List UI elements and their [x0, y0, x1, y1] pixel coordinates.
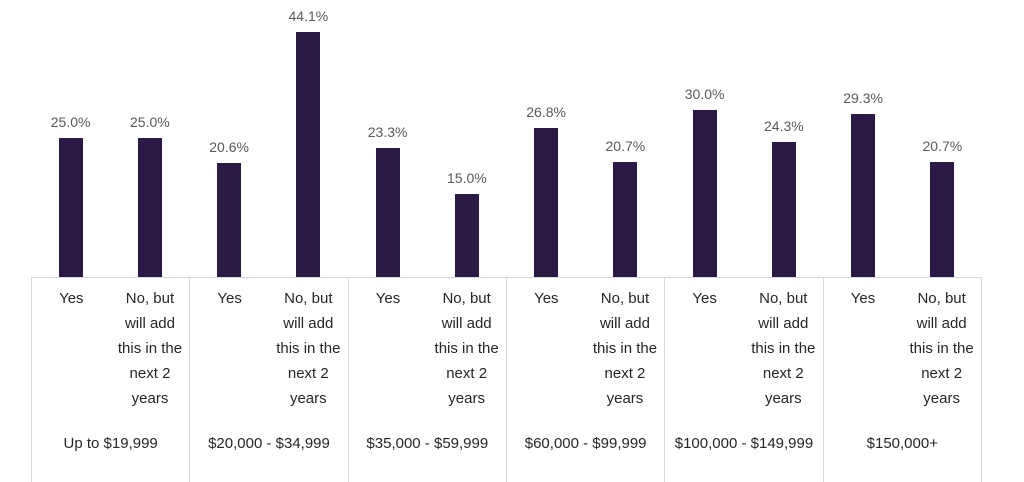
bar-slot: 44.1%	[269, 8, 348, 277]
bar-value-label: 23.3%	[367, 123, 408, 140]
axis-sublabel-row: Yes No, but will add this in the next 2 y…	[32, 286, 189, 411]
bar-group: 29.3% 20.7%	[824, 27, 983, 277]
category-group: Yes No, but will add this in the next 2 y…	[822, 278, 982, 482]
bar	[771, 142, 796, 277]
axis-sublabel-no: No, but will add this in the next 2 year…	[592, 290, 658, 407]
bar	[296, 32, 321, 277]
category-group: Yes No, but will add this in the next 2 y…	[505, 278, 664, 482]
bar-slot: 20.7%	[903, 27, 982, 277]
axis-sublabel-row: Yes No, but will add this in the next 2 y…	[349, 286, 506, 411]
category-group: Yes No, but will add this in the next 2 y…	[664, 278, 822, 482]
bar-value-label: 20.6%	[209, 138, 249, 155]
axis-group-label: Up to $19,999	[63, 435, 158, 452]
bar	[851, 114, 876, 277]
bar-value-label: 26.8%	[526, 104, 566, 121]
bar-value-label: 29.3%	[843, 90, 883, 107]
bar-value-label: 25.0%	[50, 114, 91, 131]
axis-sublabel-row: Yes No, but will add this in the next 2 y…	[507, 286, 664, 411]
axis-group-label: $20,000 - $34,999	[208, 435, 330, 452]
bar-group: 20.6% 44.1%	[190, 8, 349, 277]
bar-value-label: 24.3%	[764, 118, 804, 134]
bar-slot: 20.6%	[190, 27, 269, 277]
bar	[613, 162, 638, 277]
axis-sublabel-row: Yes No, but will add this in the next 2 y…	[190, 286, 347, 411]
category-group: Yes No, but will add this in the next 2 y…	[31, 278, 189, 482]
bar	[930, 162, 955, 277]
axis-sublabel-yes: Yes	[692, 290, 717, 307]
bar-value-label: 20.7%	[922, 138, 963, 154]
axis-sublabel-row: Yes No, but will add this in the next 2 y…	[665, 286, 822, 411]
bar	[375, 147, 400, 277]
bar-slot: 24.3%	[744, 27, 823, 277]
bar-group: 23.3% 15.0%	[348, 27, 507, 277]
bar-group: 26.8% 20.7%	[507, 27, 666, 277]
bar-slot: 26.8%	[507, 27, 586, 277]
bar-value-label: 15.0%	[447, 169, 487, 186]
axis-sublabel-yes: Yes	[534, 290, 559, 307]
plot-area: 25.0% 25.0% 20.6% 44.1% 23.3% 15.0% 26.8% 20.7%…	[31, 8, 983, 277]
bar-value-label: 25.0%	[130, 114, 170, 131]
bar-slot: 25.0%	[31, 27, 110, 277]
bar-slot: 20.7%	[586, 27, 665, 277]
category-group: Yes No, but will add this in the next 2 y…	[189, 278, 347, 482]
axis-sublabel-no: No, but will add this in the next 2 year…	[909, 290, 974, 407]
bar-group: 25.0% 25.0%	[31, 27, 190, 277]
bar	[454, 193, 479, 277]
bar-slot: 30.0%	[665, 27, 744, 277]
axis-sublabel-yes: Yes	[59, 290, 84, 307]
bar-group: 30.0% 24.3%	[665, 27, 824, 277]
axis-sublabel-no: No, but will add this in the next 2 year…	[434, 290, 499, 407]
bar-slot: 23.3%	[348, 27, 427, 277]
axis-group-label: $100,000 - $149,999	[674, 435, 814, 452]
bar	[692, 110, 717, 277]
category-axis: Yes No, but will add this in the next 2 y…	[31, 277, 982, 482]
bar-slot: 15.0%	[427, 27, 506, 277]
bar	[137, 138, 162, 277]
axis-sublabel-yes: Yes	[375, 290, 401, 307]
bar-value-label: 20.7%	[605, 138, 646, 154]
axis-sublabel-row: Yes No, but will add this in the next 2 y…	[824, 286, 981, 411]
axis-group-label: $35,000 - $59,999	[366, 435, 489, 452]
axis-sublabel-yes: Yes	[217, 290, 242, 307]
axis-group-label: $150,000+	[866, 435, 938, 452]
axis-sublabel-yes: Yes	[850, 290, 876, 307]
bar-slot: 29.3%	[824, 27, 903, 277]
bar	[534, 128, 559, 277]
bar-value-label: 30.0%	[684, 86, 725, 103]
category-group: Yes No, but will add this in the next 2 y…	[347, 278, 506, 482]
bar-slot: 25.0%	[110, 27, 189, 277]
axis-sublabel-no: No, but will add this in the next 2 year…	[117, 290, 183, 407]
bar	[217, 162, 242, 277]
bar-value-label: 44.1%	[288, 8, 329, 24]
axis-group-label: $60,000 - $99,999	[524, 435, 647, 452]
bar	[58, 138, 83, 277]
axis-sublabel-no: No, but will add this in the next 2 year…	[276, 290, 341, 407]
axis-sublabel-no: No, but will add this in the next 2 year…	[751, 290, 816, 407]
